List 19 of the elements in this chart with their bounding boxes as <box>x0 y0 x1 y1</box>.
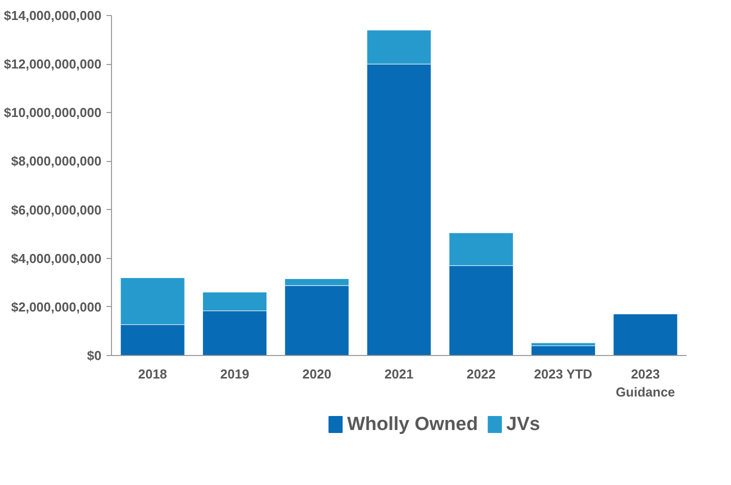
x-tick-label: 2021 <box>384 366 414 382</box>
x-tick-label: 2023 Guidance <box>616 366 676 400</box>
x-tick-label: 2023 YTD <box>534 366 592 382</box>
y-tick-label: $10,000,000,000 <box>4 105 102 120</box>
y-tick-label: $6,000,000,000 <box>11 202 102 218</box>
y-tick-label: $14,000,000,000 <box>4 8 102 23</box>
x-tick-label: 2019 <box>220 366 250 382</box>
y-tick-label: $8,000,000,000 <box>11 154 102 169</box>
bar <box>531 346 596 356</box>
x-tick-label: 2022 <box>466 366 496 382</box>
y-tick-label: $2,000,000,000 <box>11 299 102 314</box>
y-tick-label: $4,000,000,000 <box>11 250 102 266</box>
legend-label: JVs <box>506 414 540 435</box>
x-tick-label: 2018 <box>138 366 168 382</box>
bar <box>613 314 678 356</box>
x-tick-label: 2020 <box>302 366 332 382</box>
y-tick-label: $12,000,000,000 <box>4 56 102 72</box>
legend-label: Wholly Owned <box>347 414 478 435</box>
y-tick-label: $0 <box>87 348 102 363</box>
